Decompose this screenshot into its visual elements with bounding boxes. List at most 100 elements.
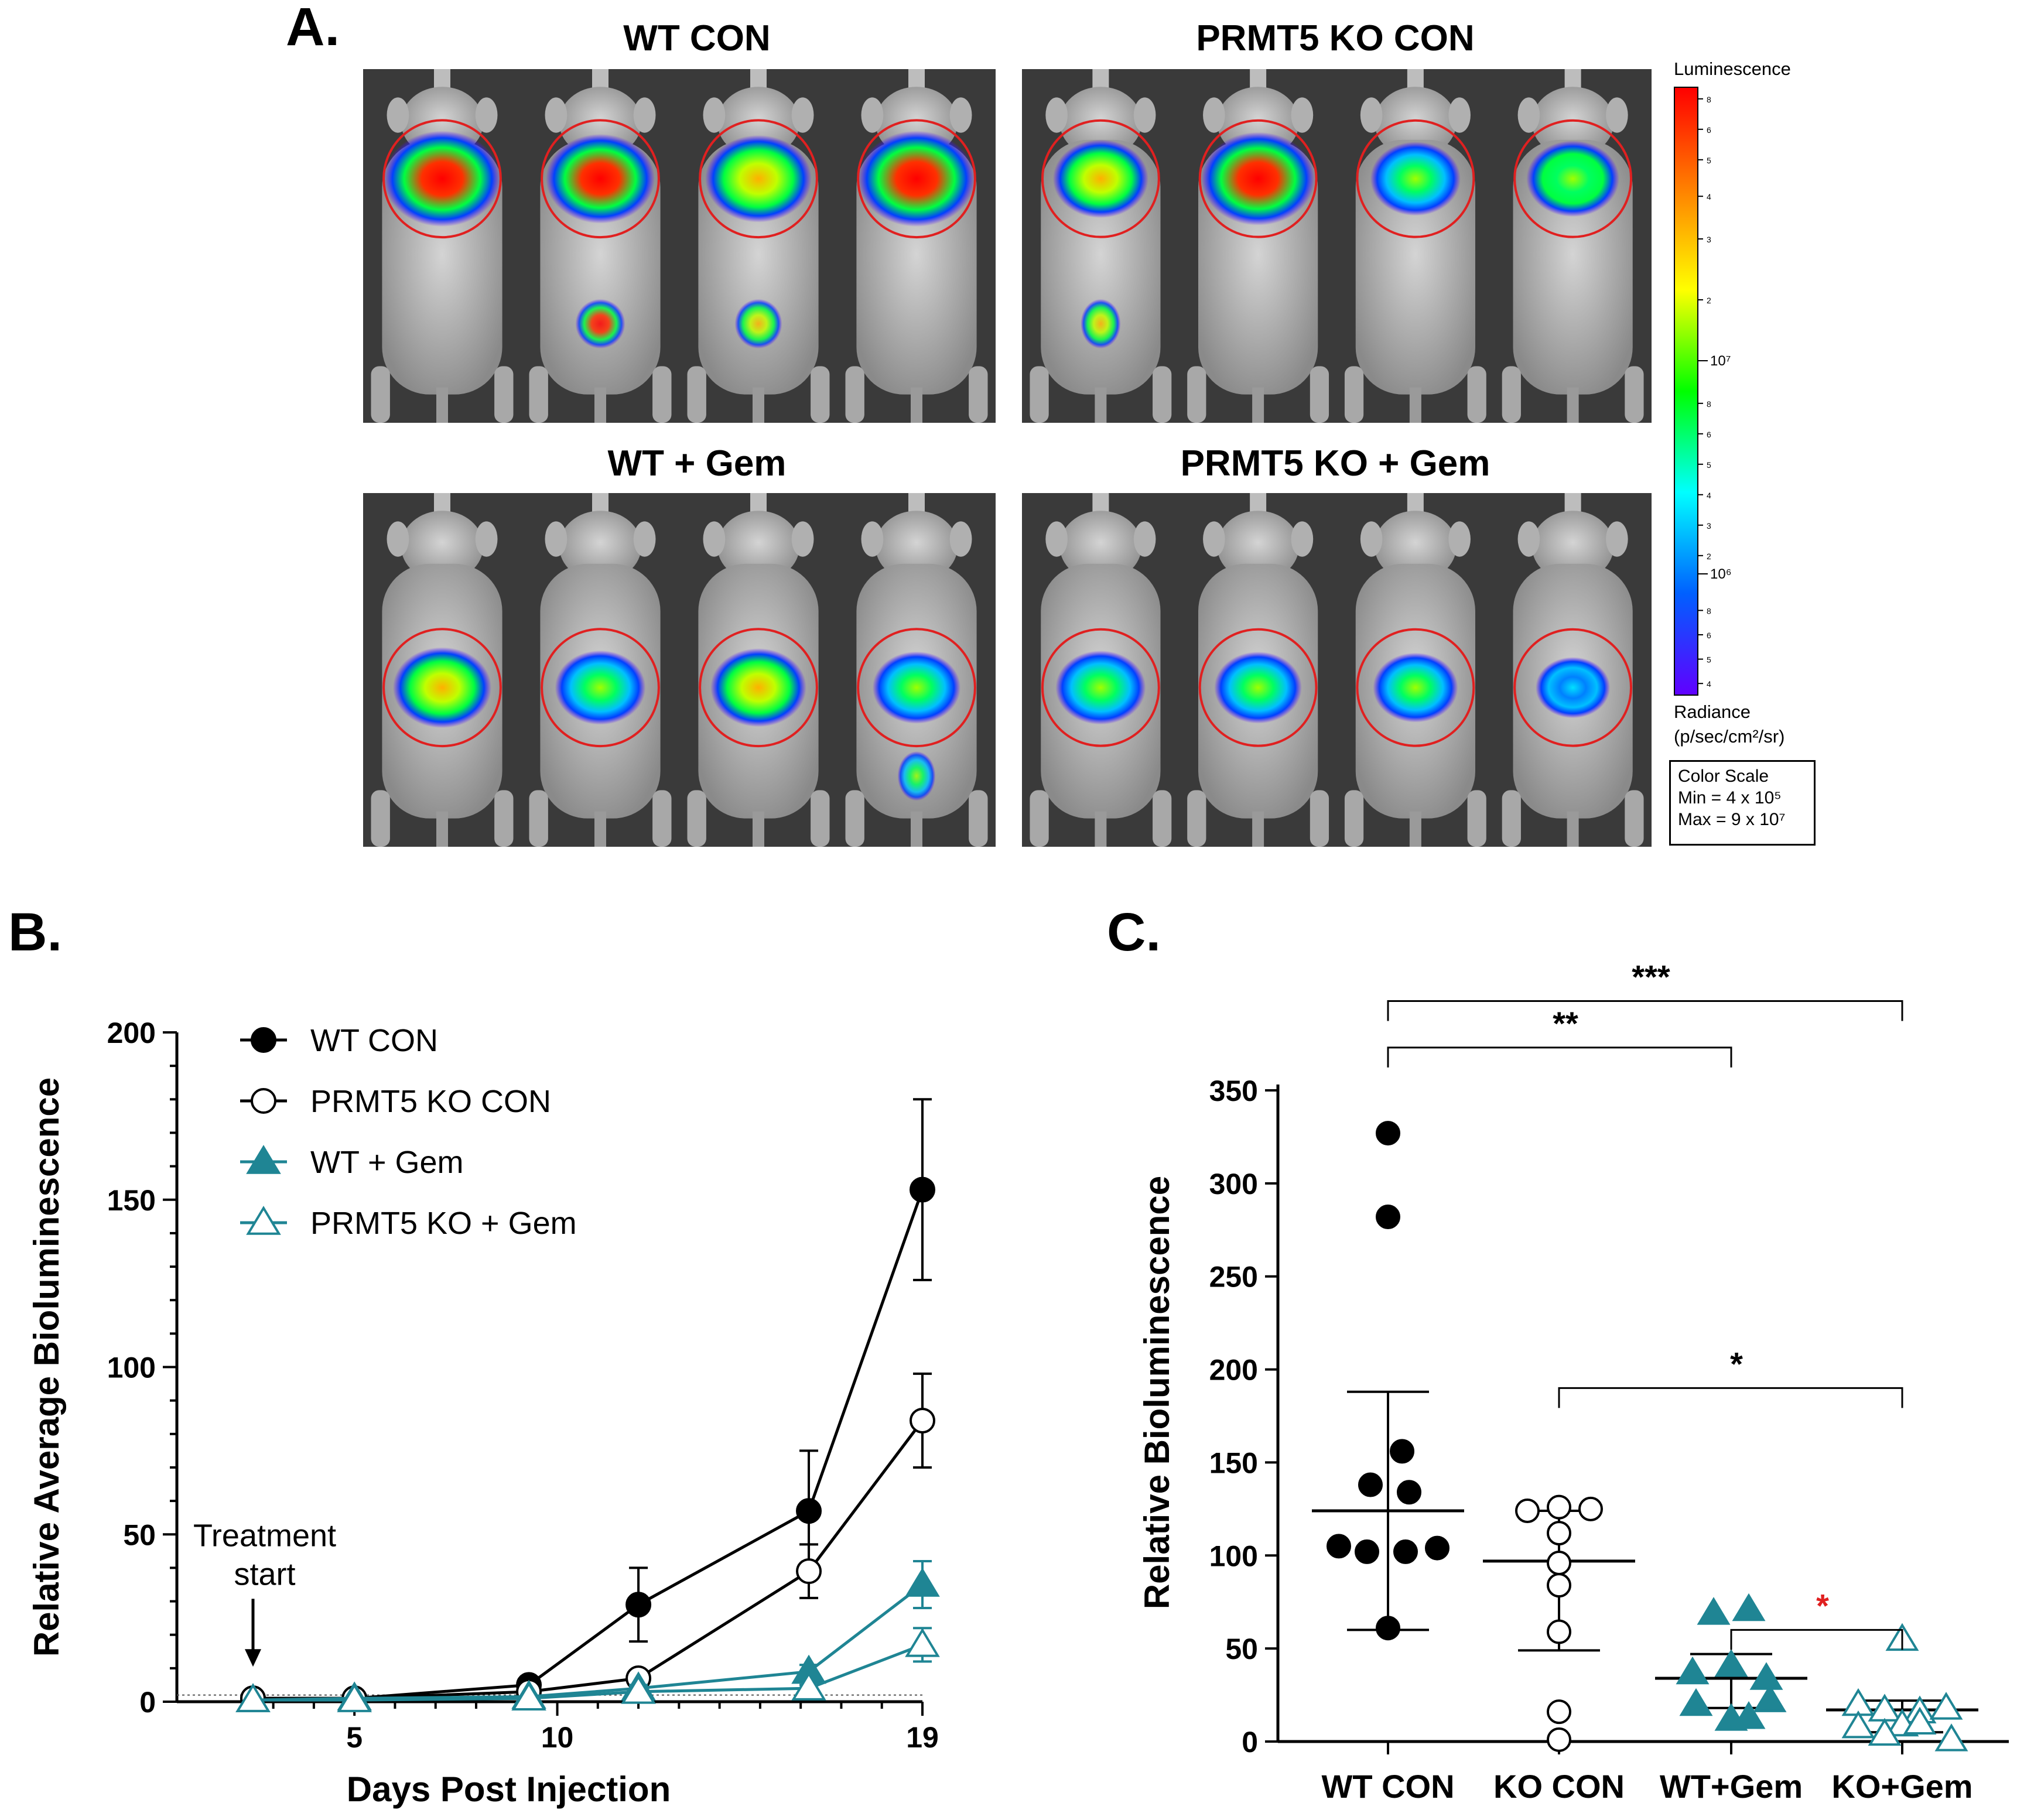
mouse-tail (1409, 387, 1421, 423)
mouse-ear-right (475, 521, 498, 557)
colorbar-minor-tick-label: 2 (1707, 296, 1711, 305)
mouse-ear-right (1448, 521, 1471, 557)
roi-circle (1041, 628, 1160, 747)
mouse-ear-right (949, 97, 972, 133)
roi-circle (1356, 628, 1475, 747)
color-scale-max: Max = 9 x 10⁷ (1678, 810, 1786, 829)
data-point (910, 1176, 935, 1203)
data-point (1547, 1699, 1571, 1725)
significance-label: ** (1553, 1005, 1578, 1042)
mouse-tail (1095, 387, 1107, 423)
mouse-leg-left (845, 366, 864, 423)
colorbar-gradient (1674, 87, 1698, 696)
legend-marker (251, 1088, 276, 1114)
data-point (1676, 1656, 1710, 1685)
colorbar-minor-tick-label: 4 (1707, 192, 1711, 201)
data-point (1697, 1597, 1731, 1625)
mouse-ear-left (1360, 521, 1383, 557)
data-point (1355, 1539, 1379, 1564)
colorbar-minor-tick-label: 4 (1707, 679, 1711, 689)
data-point (1390, 1439, 1414, 1464)
luminescence-signal (1055, 651, 1146, 725)
data-point (796, 1498, 822, 1524)
x-axis-label: Days Post Injection (347, 1770, 671, 1809)
data-point (511, 1681, 546, 1711)
mouse-leg-left (1502, 790, 1521, 847)
data-point (1547, 1619, 1571, 1644)
roi-circle (382, 119, 502, 239)
mouse-leg-left (371, 366, 390, 423)
color-scale-min: Min = 4 x 10⁵ (1678, 788, 1782, 808)
roi-circle (699, 628, 818, 748)
significance-bracket (1387, 1000, 1903, 1021)
data-point (1547, 1494, 1571, 1520)
roi-circle (857, 628, 976, 748)
panel-b-label: B. (8, 902, 62, 962)
y-tick-label: 0 (139, 1686, 156, 1719)
mouse-leg-right (1153, 790, 1172, 847)
legend-marker (246, 1145, 281, 1174)
roi-circle (1356, 119, 1475, 238)
data-point (1547, 1573, 1571, 1598)
mouse-head (401, 511, 484, 581)
mouse-ear-left (703, 97, 726, 133)
luminescence-signal (710, 648, 806, 727)
mouse-leg-right (811, 366, 830, 423)
scatter-chart-c: 0 50 100 150 200 250 300 350 WT CON KO CON WT+Gem K… (1137, 958, 2009, 1805)
mouse-leg-right (1153, 366, 1172, 423)
series-1 (240, 1372, 935, 1712)
color-scale-line1: Color Scale (1678, 767, 1769, 786)
mouse-head (1059, 511, 1142, 581)
data-point (337, 1683, 372, 1712)
data-point (1732, 1593, 1766, 1621)
mouse-ear-right (791, 521, 814, 557)
mouse-leg-right (969, 366, 988, 423)
data-point (1753, 1684, 1787, 1712)
significance-label: *** (1632, 958, 1670, 995)
mouse-leg-right (1310, 366, 1329, 423)
data-point (1679, 1688, 1713, 1716)
mouse-tail (1252, 811, 1264, 847)
y-tick-label: 0 (1242, 1726, 1258, 1759)
mouse-tail (1409, 811, 1421, 847)
colorbar-minor-tick-label: 5 (1707, 460, 1711, 470)
data-point (1327, 1534, 1351, 1559)
roi-circle (1198, 628, 1318, 747)
legend-marker (251, 1027, 276, 1053)
luminescence-secondary (1081, 299, 1121, 349)
mouse-ear-right (1133, 521, 1156, 557)
data-point (1841, 1710, 1875, 1739)
mouse-tail (436, 811, 448, 847)
y-axis-label: Relative Average Bioluminescence (27, 1077, 66, 1657)
data-point (1749, 1662, 1783, 1690)
mouse-ear-left (545, 97, 568, 133)
data-point (621, 1674, 656, 1704)
y-tick-label: 300 (1209, 1168, 1258, 1200)
mouse-ear-left (861, 97, 884, 133)
mouse-leg-right (494, 790, 514, 847)
mouse-ear-right (633, 521, 656, 557)
legend-label: WT CON (310, 1023, 438, 1058)
mouse-ear-left (545, 521, 568, 557)
y-tick-label: 200 (107, 1017, 156, 1049)
roi-circle (1513, 119, 1633, 238)
mouse-ear-right (1448, 97, 1471, 133)
colorbar-minor-tick-label: 6 (1707, 430, 1711, 439)
mouse-ear-left (1517, 521, 1540, 557)
data-point (1425, 1535, 1449, 1561)
luminescence-signal (545, 134, 655, 224)
roi-circle (857, 119, 976, 239)
luminescence-signal (392, 647, 492, 728)
data-point (796, 1558, 822, 1585)
mouse-head (559, 511, 642, 581)
mouse-leg-left (1030, 366, 1049, 423)
mouse-ear-right (1291, 521, 1314, 557)
mouse-image-wt-con (363, 69, 996, 423)
series-0 (240, 1098, 935, 1712)
mouse-ear-left (1517, 97, 1540, 133)
y-tick-label: 200 (1209, 1354, 1258, 1387)
mouse-tail (753, 387, 764, 423)
x-tick-label: KO CON (1493, 1768, 1625, 1805)
mouse-tail (594, 387, 606, 423)
colorbar-minor-tick-label: 8 (1707, 606, 1711, 615)
